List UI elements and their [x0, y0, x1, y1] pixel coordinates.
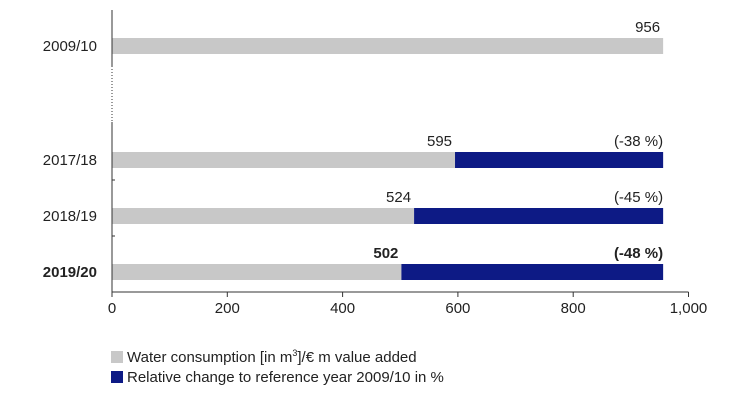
- x-tick-label-1: 200: [215, 300, 240, 317]
- x-tick-label-2: 400: [330, 300, 355, 317]
- change-label-3: (-48 %): [614, 245, 663, 262]
- legend-item-relative-change: Relative change to reference year 2009/1…: [111, 367, 444, 387]
- labels: 2009/10 956 2017/18 595 (-38 %) 2018/19 524 (-4…: [43, 19, 663, 281]
- value-label-3: 502: [373, 245, 398, 262]
- x-tick-label-4: 800: [561, 300, 586, 317]
- bars: [112, 38, 664, 280]
- value-label-0: 956: [635, 19, 660, 36]
- bar-2019-20-series-0: [112, 264, 402, 280]
- category-label-1: 2017/18: [43, 152, 97, 169]
- change-label-1: (-38 %): [614, 133, 663, 150]
- category-label-2: 2018/19: [43, 208, 97, 225]
- x-tick-label-3: 600: [445, 300, 470, 317]
- legend-swatch-blue: [111, 371, 123, 383]
- category-label-0: 2009/10: [43, 38, 97, 55]
- bar-2009-10-series-0: [112, 38, 664, 54]
- legend-item-water-consumption: Water consumption [in m3]/€ m value adde…: [111, 347, 444, 367]
- legend-label-water-consumption: Water consumption [in m3]/€ m value adde…: [127, 347, 417, 366]
- x-tick-label-0: 0: [108, 300, 116, 317]
- x-tick-label-5: 1,000: [670, 300, 708, 317]
- x-axis: 0 200 400 600 800 1,000: [108, 10, 707, 317]
- bar-2019-20-series-1: [401, 264, 664, 280]
- category-label-3: 2019/20: [43, 264, 97, 281]
- bar-2017-18-series-0: [112, 152, 456, 168]
- bar-2018-19-series-0: [112, 208, 415, 224]
- bar-2018-19-series-1: [414, 208, 664, 224]
- legend: Water consumption [in m3]/€ m value adde…: [111, 347, 444, 387]
- change-label-2: (-45 %): [614, 189, 663, 206]
- value-label-2: 524: [386, 189, 411, 206]
- legend-label-relative-change: Relative change to reference year 2009/1…: [127, 368, 444, 386]
- legend-swatch-grey: [111, 351, 123, 363]
- bar-2017-18-series-1: [455, 152, 664, 168]
- value-label-1: 595: [427, 133, 452, 150]
